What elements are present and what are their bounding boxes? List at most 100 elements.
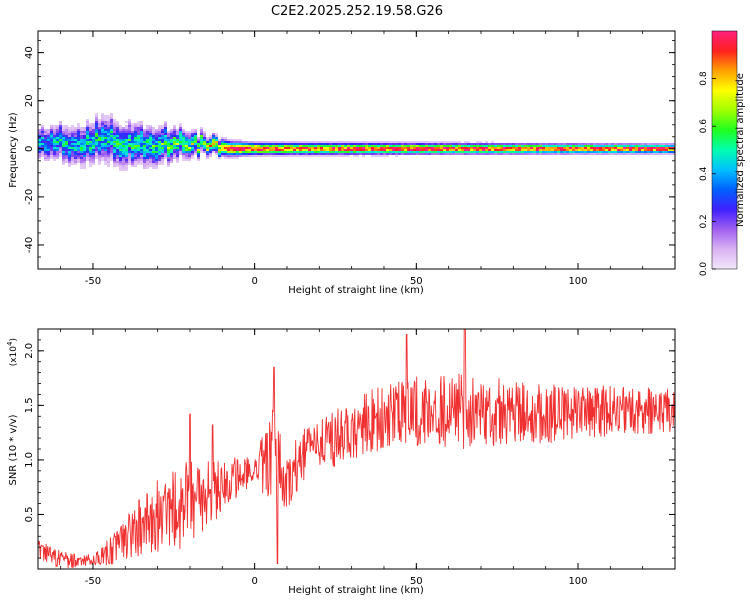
spectrogram-cell — [326, 151, 329, 153]
spectrogram-cell — [101, 151, 104, 153]
spectrogram-cell — [122, 167, 125, 169]
spectrogram-cell — [266, 153, 269, 155]
spectrogram-cell — [539, 147, 542, 149]
spectrogram-cell — [338, 141, 341, 143]
spectrogram-cell — [68, 163, 71, 165]
spectrogram-cell — [119, 161, 122, 163]
spectrogram-cell — [500, 149, 503, 151]
spectrogram-cell — [98, 131, 101, 133]
spectrogram-cell — [119, 137, 122, 139]
spectrogram-cell — [149, 135, 152, 137]
spectrogram-cell — [185, 133, 188, 135]
spectrogram-cell — [158, 145, 161, 147]
spectrogram-cell — [401, 153, 404, 155]
spectrogram-cell — [212, 137, 215, 139]
spectrogram-cell — [539, 143, 542, 145]
spectrogram-cell — [50, 135, 53, 137]
spectrogram-cell — [158, 147, 161, 149]
spectrogram-cell — [170, 135, 173, 137]
spectrogram-cell — [293, 151, 296, 153]
spectrogram-cell — [122, 133, 125, 135]
spectrogram-cell — [671, 151, 674, 153]
spectrogram-cell — [359, 151, 362, 153]
spectrogram-cell — [143, 131, 146, 133]
spectrogram-cell — [593, 149, 596, 151]
spectrogram-cell — [641, 147, 644, 149]
spectrogram-cell — [56, 155, 59, 157]
spectrogram-cell — [617, 145, 620, 147]
spectrogram-cell — [170, 155, 173, 157]
spectrogram-cell — [131, 159, 134, 161]
spectrogram-cell — [92, 141, 95, 143]
spectrogram-cell — [62, 151, 65, 153]
spectrogram-cell — [113, 151, 116, 153]
spectrogram-cell — [269, 155, 272, 157]
spectrogram-cell — [257, 141, 260, 143]
spectrogram-cell — [41, 145, 44, 147]
spectrogram-cell — [242, 151, 245, 153]
spectrogram-cell — [59, 145, 62, 147]
spectrogram-cell — [521, 149, 524, 151]
spectrogram-cell — [128, 135, 131, 137]
spectrogram-cell — [116, 155, 119, 157]
spectrogram-cell — [374, 141, 377, 143]
spectrogram-cell — [278, 141, 281, 143]
spectrogram-cell — [65, 135, 68, 137]
spectrogram-cell — [146, 153, 149, 155]
spectrogram-cell — [101, 119, 104, 121]
spectrogram-cell — [374, 151, 377, 153]
spectrogram-cell — [167, 147, 170, 149]
spectrogram-cell — [296, 147, 299, 149]
spectrogram-cell — [164, 133, 167, 135]
spectrogram-cell — [281, 143, 284, 145]
spectrogram-cell — [140, 137, 143, 139]
spectrogram-cell — [380, 153, 383, 155]
spectrogram-cell — [404, 153, 407, 155]
spectrogram-cell — [65, 129, 68, 131]
spectrogram-cell — [221, 145, 224, 147]
spectrogram-cell — [230, 147, 233, 149]
spectrogram-cell — [371, 143, 374, 145]
spectrogram-cell — [140, 159, 143, 161]
spectrogram-cell — [560, 143, 563, 145]
spectrogram-cell — [320, 151, 323, 153]
spectrogram-cell — [263, 141, 266, 143]
spectrogram-cell — [191, 129, 194, 131]
spectrogram-cell — [446, 151, 449, 153]
spectrogram-cell — [83, 165, 86, 167]
spectrogram-cell — [134, 159, 137, 161]
y-tick-label: 0 — [24, 146, 35, 152]
spectrogram-cell — [377, 153, 380, 155]
spectrogram-cell — [104, 133, 107, 135]
spectrogram-cell — [239, 145, 242, 147]
spectrogram-cell — [74, 143, 77, 145]
spectrogram-cell — [161, 151, 164, 153]
spectrogram-cell — [242, 155, 245, 157]
spectrogram-cell — [332, 149, 335, 151]
spectrogram-cell — [80, 127, 83, 129]
spectrogram-cell — [161, 155, 164, 157]
spectrogram-cell — [620, 151, 623, 153]
spectrogram-cell — [494, 149, 497, 151]
spectrogram-cell — [614, 151, 617, 153]
spectrogram-cell — [173, 157, 176, 159]
spectrogram-cell — [218, 139, 221, 141]
spectrogram-cell — [158, 155, 161, 157]
spectrogram-cell — [278, 145, 281, 147]
spectrogram-cell — [257, 147, 260, 149]
spectrogram-cell — [71, 155, 74, 157]
spectrogram-cell — [302, 147, 305, 149]
spectrogram-cell — [437, 143, 440, 145]
spectrogram-cell — [317, 153, 320, 155]
spectrogram-cell — [404, 141, 407, 143]
spectrogram-cell — [65, 133, 68, 135]
spectrogram-cell — [251, 153, 254, 155]
spectrogram-cell — [437, 145, 440, 147]
spectrogram-cell — [53, 159, 56, 161]
spectrogram-cell — [107, 165, 110, 167]
spectrogram-cell — [92, 153, 95, 155]
spectrogram-cell — [395, 151, 398, 153]
spectrogram-cell — [65, 137, 68, 139]
spectrogram-cell — [332, 153, 335, 155]
